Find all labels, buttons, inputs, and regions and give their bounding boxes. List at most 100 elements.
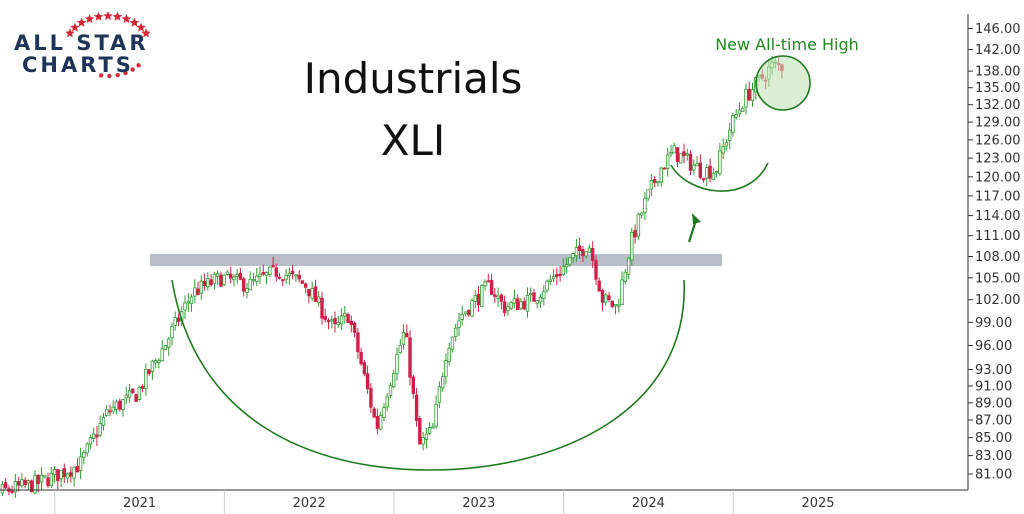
candle-body — [271, 264, 275, 267]
candle-body — [294, 274, 298, 277]
candle — [395, 347, 399, 381]
candle-body — [339, 315, 344, 325]
candle-body — [219, 274, 223, 287]
candle-body — [356, 332, 360, 353]
candle-body — [56, 469, 60, 482]
candle — [313, 279, 318, 302]
candle-body — [326, 320, 331, 323]
candle-body — [206, 277, 210, 288]
candle — [121, 399, 125, 417]
candle-body — [626, 257, 631, 275]
candle-body — [241, 278, 246, 292]
y-tick-label: 132.00 — [975, 98, 1021, 113]
candle-body — [555, 274, 559, 277]
candle — [183, 295, 187, 319]
candle — [587, 244, 592, 254]
candle — [297, 270, 301, 283]
candle — [118, 398, 122, 412]
candle-body — [147, 369, 151, 374]
y-tick-label: 89.00 — [975, 396, 1012, 411]
candle-body — [316, 296, 321, 304]
y-tick-label: 96.00 — [975, 339, 1012, 354]
candle-body — [212, 274, 217, 284]
candle-body — [480, 285, 484, 308]
candle — [251, 272, 256, 286]
candle-body — [620, 279, 624, 305]
candle-body — [734, 114, 738, 118]
candle — [150, 359, 155, 380]
candle — [548, 274, 552, 286]
candle-body — [548, 279, 552, 283]
candle — [326, 318, 331, 330]
candle — [284, 268, 288, 284]
candle — [496, 287, 500, 308]
logo-star-icon — [129, 17, 140, 27]
candle — [672, 142, 676, 154]
candle — [166, 336, 171, 356]
candle-body — [92, 433, 96, 439]
candle — [294, 274, 298, 282]
candle-body — [300, 280, 305, 284]
candle — [65, 472, 70, 484]
candle — [352, 321, 357, 338]
candle-body — [281, 279, 285, 282]
y-tick-label: 120.00 — [975, 170, 1021, 185]
candle — [43, 475, 47, 479]
candle-body — [88, 437, 93, 445]
candle-body — [643, 197, 647, 213]
candle — [56, 469, 60, 490]
candle — [225, 270, 230, 276]
candle-body — [502, 301, 507, 314]
candle-body — [65, 473, 70, 479]
candle-body — [101, 416, 106, 426]
candle-body — [297, 274, 301, 280]
candle-body — [395, 353, 399, 374]
candle — [708, 158, 712, 183]
candle — [222, 273, 226, 287]
candle — [0, 481, 5, 497]
candle-body — [750, 89, 755, 101]
candle-body — [235, 273, 239, 277]
candle — [711, 167, 716, 181]
candle — [378, 411, 383, 431]
candle-body — [36, 474, 40, 485]
candle — [460, 305, 464, 326]
candle-body — [405, 332, 409, 338]
candle-body — [401, 331, 406, 345]
candle-body — [0, 484, 5, 494]
candle-body — [600, 289, 605, 303]
candle — [571, 253, 575, 263]
candle-body — [721, 145, 725, 154]
candle — [721, 138, 725, 159]
candle-body — [591, 247, 595, 261]
candle-body — [255, 275, 259, 282]
candle-body — [711, 172, 716, 180]
candle-body — [633, 230, 637, 238]
candle-body — [121, 399, 125, 410]
candle — [206, 272, 210, 291]
candle-body — [43, 475, 47, 478]
candle — [411, 374, 415, 399]
candle — [199, 275, 203, 300]
candle — [153, 358, 158, 369]
candle-body — [617, 304, 621, 307]
candle-body — [176, 317, 181, 322]
logo-dot-icon — [136, 63, 141, 68]
candle-body — [675, 147, 680, 163]
candle — [131, 388, 135, 394]
candle-body — [636, 213, 641, 237]
candle-body — [82, 451, 86, 458]
candle — [13, 473, 18, 498]
candle — [532, 288, 536, 302]
candle — [300, 280, 305, 284]
candle-body — [662, 167, 667, 170]
candle — [431, 422, 435, 429]
candle-body — [558, 273, 562, 276]
candle — [111, 400, 115, 415]
candle-body — [483, 281, 487, 287]
candle — [636, 212, 641, 240]
candle — [228, 266, 233, 284]
logo-dot-icon — [123, 70, 128, 76]
candle-body — [284, 274, 288, 280]
candle — [581, 246, 585, 262]
